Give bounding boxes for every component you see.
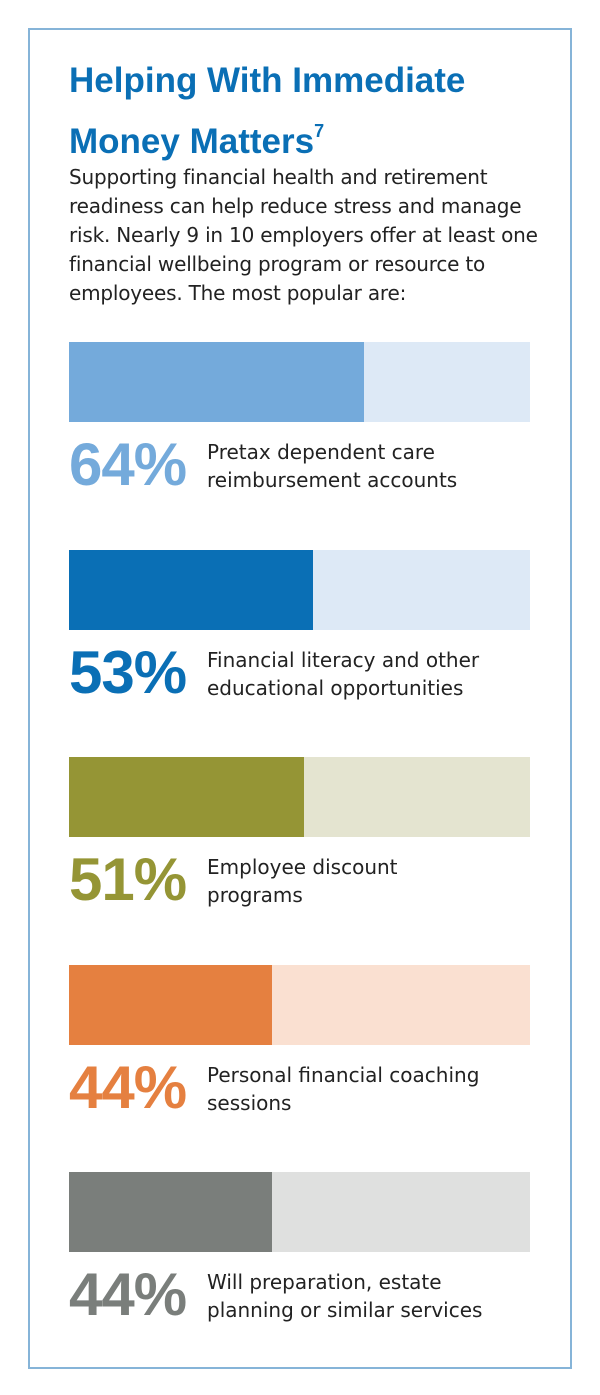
category-label: Financial literacy and other educational… xyxy=(207,647,480,700)
value-label: 64% xyxy=(69,431,187,498)
bar xyxy=(69,964,272,1045)
value-label: 44% xyxy=(69,1053,187,1121)
bar xyxy=(69,549,314,630)
value-label: 44% xyxy=(69,1261,187,1328)
value-label: 53% xyxy=(69,638,187,706)
chart-title: Helping With Immediate Money Matters7 xyxy=(69,56,549,167)
category-label: Pretax dependent care reimbursement acco… xyxy=(207,440,458,492)
subtitle: Supporting financial health and retireme… xyxy=(69,165,538,305)
category-label: Personal financial coaching sessions xyxy=(207,1062,480,1115)
bar xyxy=(69,757,305,837)
category-label: Will preparation, estate planning or sim… xyxy=(207,1270,483,1322)
title-text: Helping With Immediate Money Matters xyxy=(69,61,466,161)
bar xyxy=(69,342,365,422)
category-label: Employee discount programs xyxy=(207,855,398,907)
value-label: 51% xyxy=(69,846,187,913)
frame xyxy=(28,28,572,1369)
footnote-ref: 7 xyxy=(314,121,325,141)
bar xyxy=(69,1172,272,1252)
